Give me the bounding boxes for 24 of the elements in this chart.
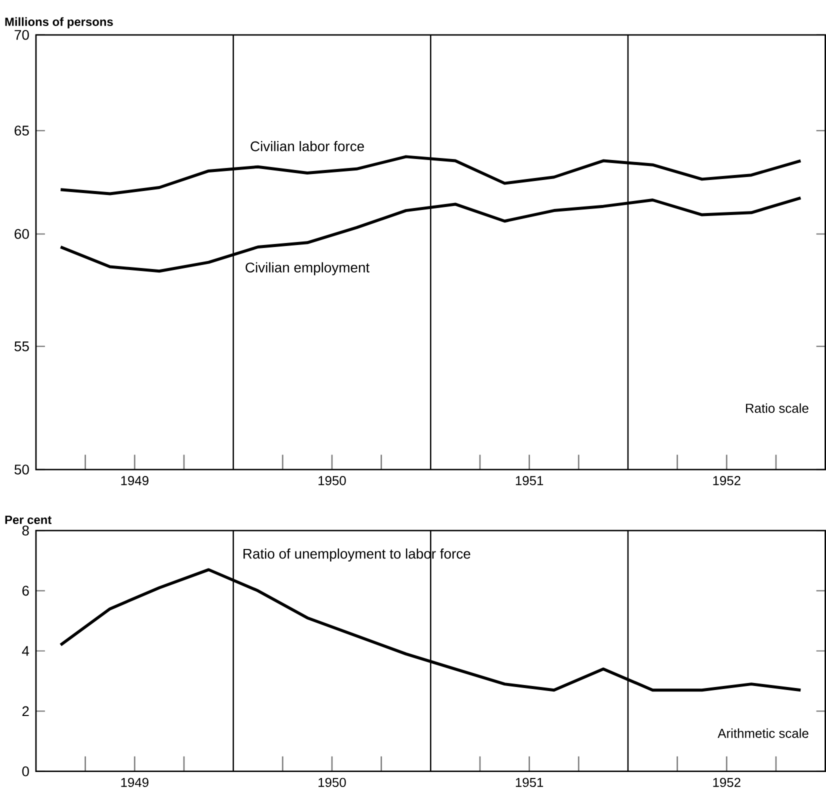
- y-tick-label: 4: [22, 646, 30, 656]
- x-tick-label: 1952: [713, 778, 740, 787]
- x-tick-label: 1951: [516, 778, 544, 787]
- x-tick-label: 1950: [318, 476, 346, 486]
- x-tick-label: 1949: [121, 476, 148, 486]
- y-axis-title: Per cent: [5, 516, 52, 524]
- y-tick-label: 8: [22, 525, 29, 536]
- y-tick-label: 55: [14, 341, 29, 352]
- series-label: Civilian employment: [246, 262, 370, 276]
- annotation: Arithmetic scale: [718, 728, 808, 738]
- x-tick-label: 1950: [318, 778, 346, 787]
- y-tick-label: 2: [22, 706, 29, 716]
- y-tick-label: 0: [22, 766, 29, 776]
- x-tick-label: 1951: [516, 476, 544, 486]
- series-label: Civilian labor force: [250, 140, 364, 152]
- y-tick-label: 60: [14, 228, 29, 239]
- y-tick-label: 6: [22, 586, 29, 596]
- y-tick-label: 70: [14, 30, 29, 40]
- x-tick-label: 1949: [121, 778, 148, 787]
- x-tick-label: 1952: [713, 476, 740, 486]
- y-tick-label: 50: [14, 464, 29, 474]
- y-axis-title: Millions of persons: [5, 17, 113, 28]
- y-tick-label: 65: [14, 125, 29, 136]
- annotation: Ratio scale: [746, 403, 808, 413]
